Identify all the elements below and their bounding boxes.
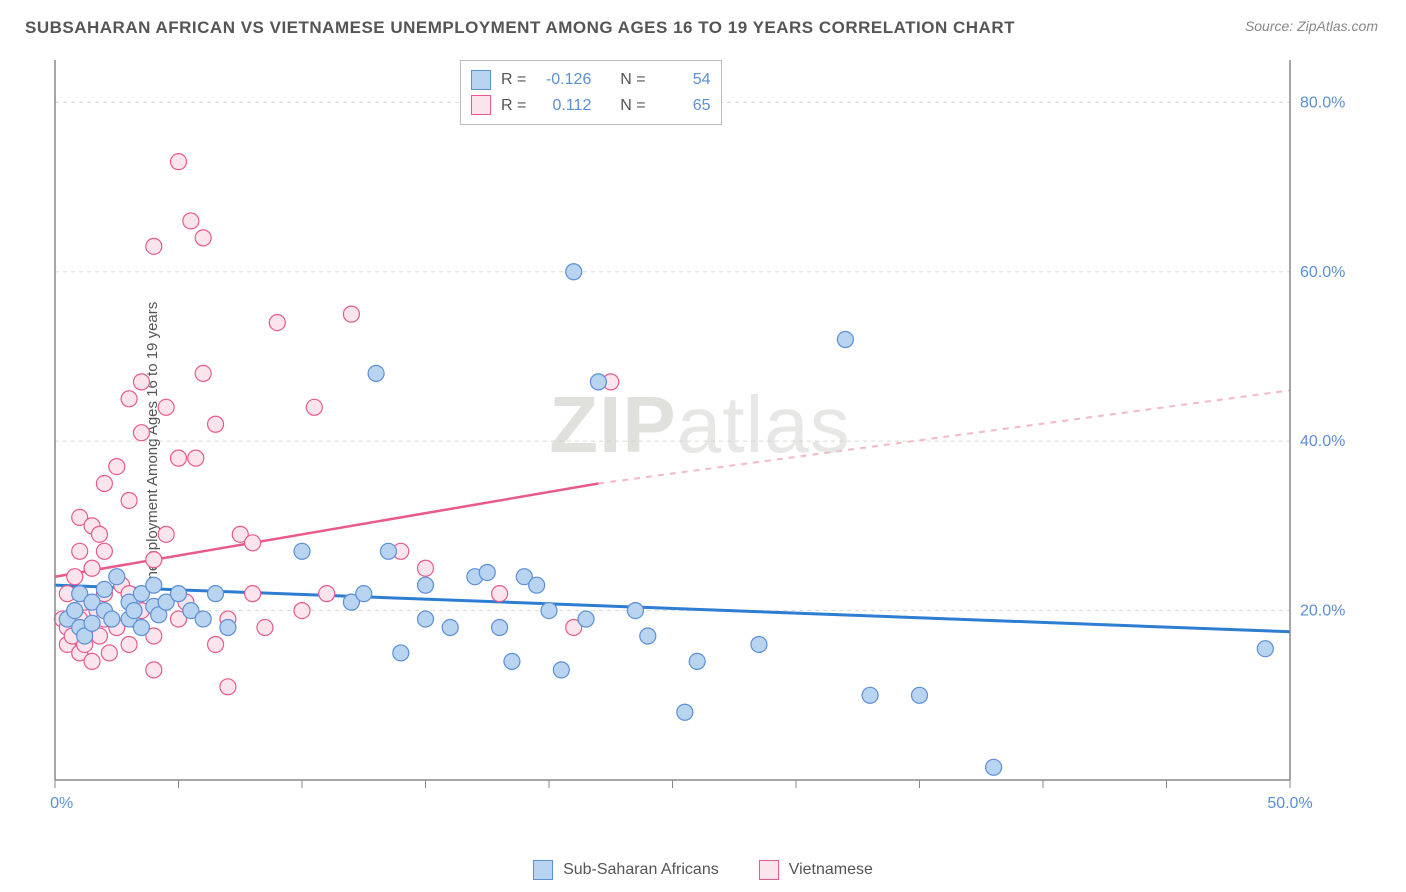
r-value-blue: -0.126 [536, 67, 591, 93]
stats-legend-row-pink: R = 0.112 N = 65 [471, 93, 711, 119]
series-legend-pink: Vietnamese [759, 860, 873, 880]
source-attribution: Source: ZipAtlas.com [1245, 18, 1378, 34]
legend-swatch-blue [471, 70, 491, 90]
source-prefix: Source: [1245, 18, 1297, 34]
n-label: N = [620, 67, 645, 93]
r-label: R = [501, 67, 526, 93]
series-label-blue: Sub-Saharan Africans [563, 861, 719, 879]
r-label: R = [501, 93, 526, 119]
series-legend-blue: Sub-Saharan Africans [533, 860, 719, 880]
svg-text:80.0%: 80.0% [1300, 94, 1345, 111]
chart-area: 20.0%40.0%60.0%80.0%0.0%50.0% ZIPatlas [50, 55, 1350, 825]
scatter-plot: 20.0% 40.0% 60.0% 80.0% 0.0% 50.0% [50, 55, 1350, 825]
n-value-blue: 54 [656, 67, 711, 93]
series-label-pink: Vietnamese [789, 861, 873, 879]
svg-text:0.0%: 0.0% [50, 795, 73, 812]
r-value-pink: 0.112 [536, 93, 591, 119]
legend-swatch-blue [533, 860, 553, 880]
legend-swatch-pink [471, 95, 491, 115]
n-value-pink: 65 [656, 93, 711, 119]
source-link[interactable]: ZipAtlas.com [1297, 18, 1378, 34]
series-legend: Sub-Saharan Africans Vietnamese [0, 860, 1406, 880]
svg-text:40.0%: 40.0% [1300, 433, 1345, 450]
stats-legend-row-blue: R = -0.126 N = 54 [471, 67, 711, 93]
n-label: N = [620, 93, 645, 119]
svg-text:60.0%: 60.0% [1300, 264, 1345, 281]
chart-title: SUBSAHARAN AFRICAN VS VIETNAMESE UNEMPLO… [25, 18, 1015, 38]
svg-text:50.0%: 50.0% [1267, 795, 1312, 812]
svg-text:20.0%: 20.0% [1300, 603, 1345, 620]
legend-swatch-pink [759, 860, 779, 880]
stats-legend-box: R = -0.126 N = 54 R = 0.112 N = 65 [460, 60, 722, 125]
